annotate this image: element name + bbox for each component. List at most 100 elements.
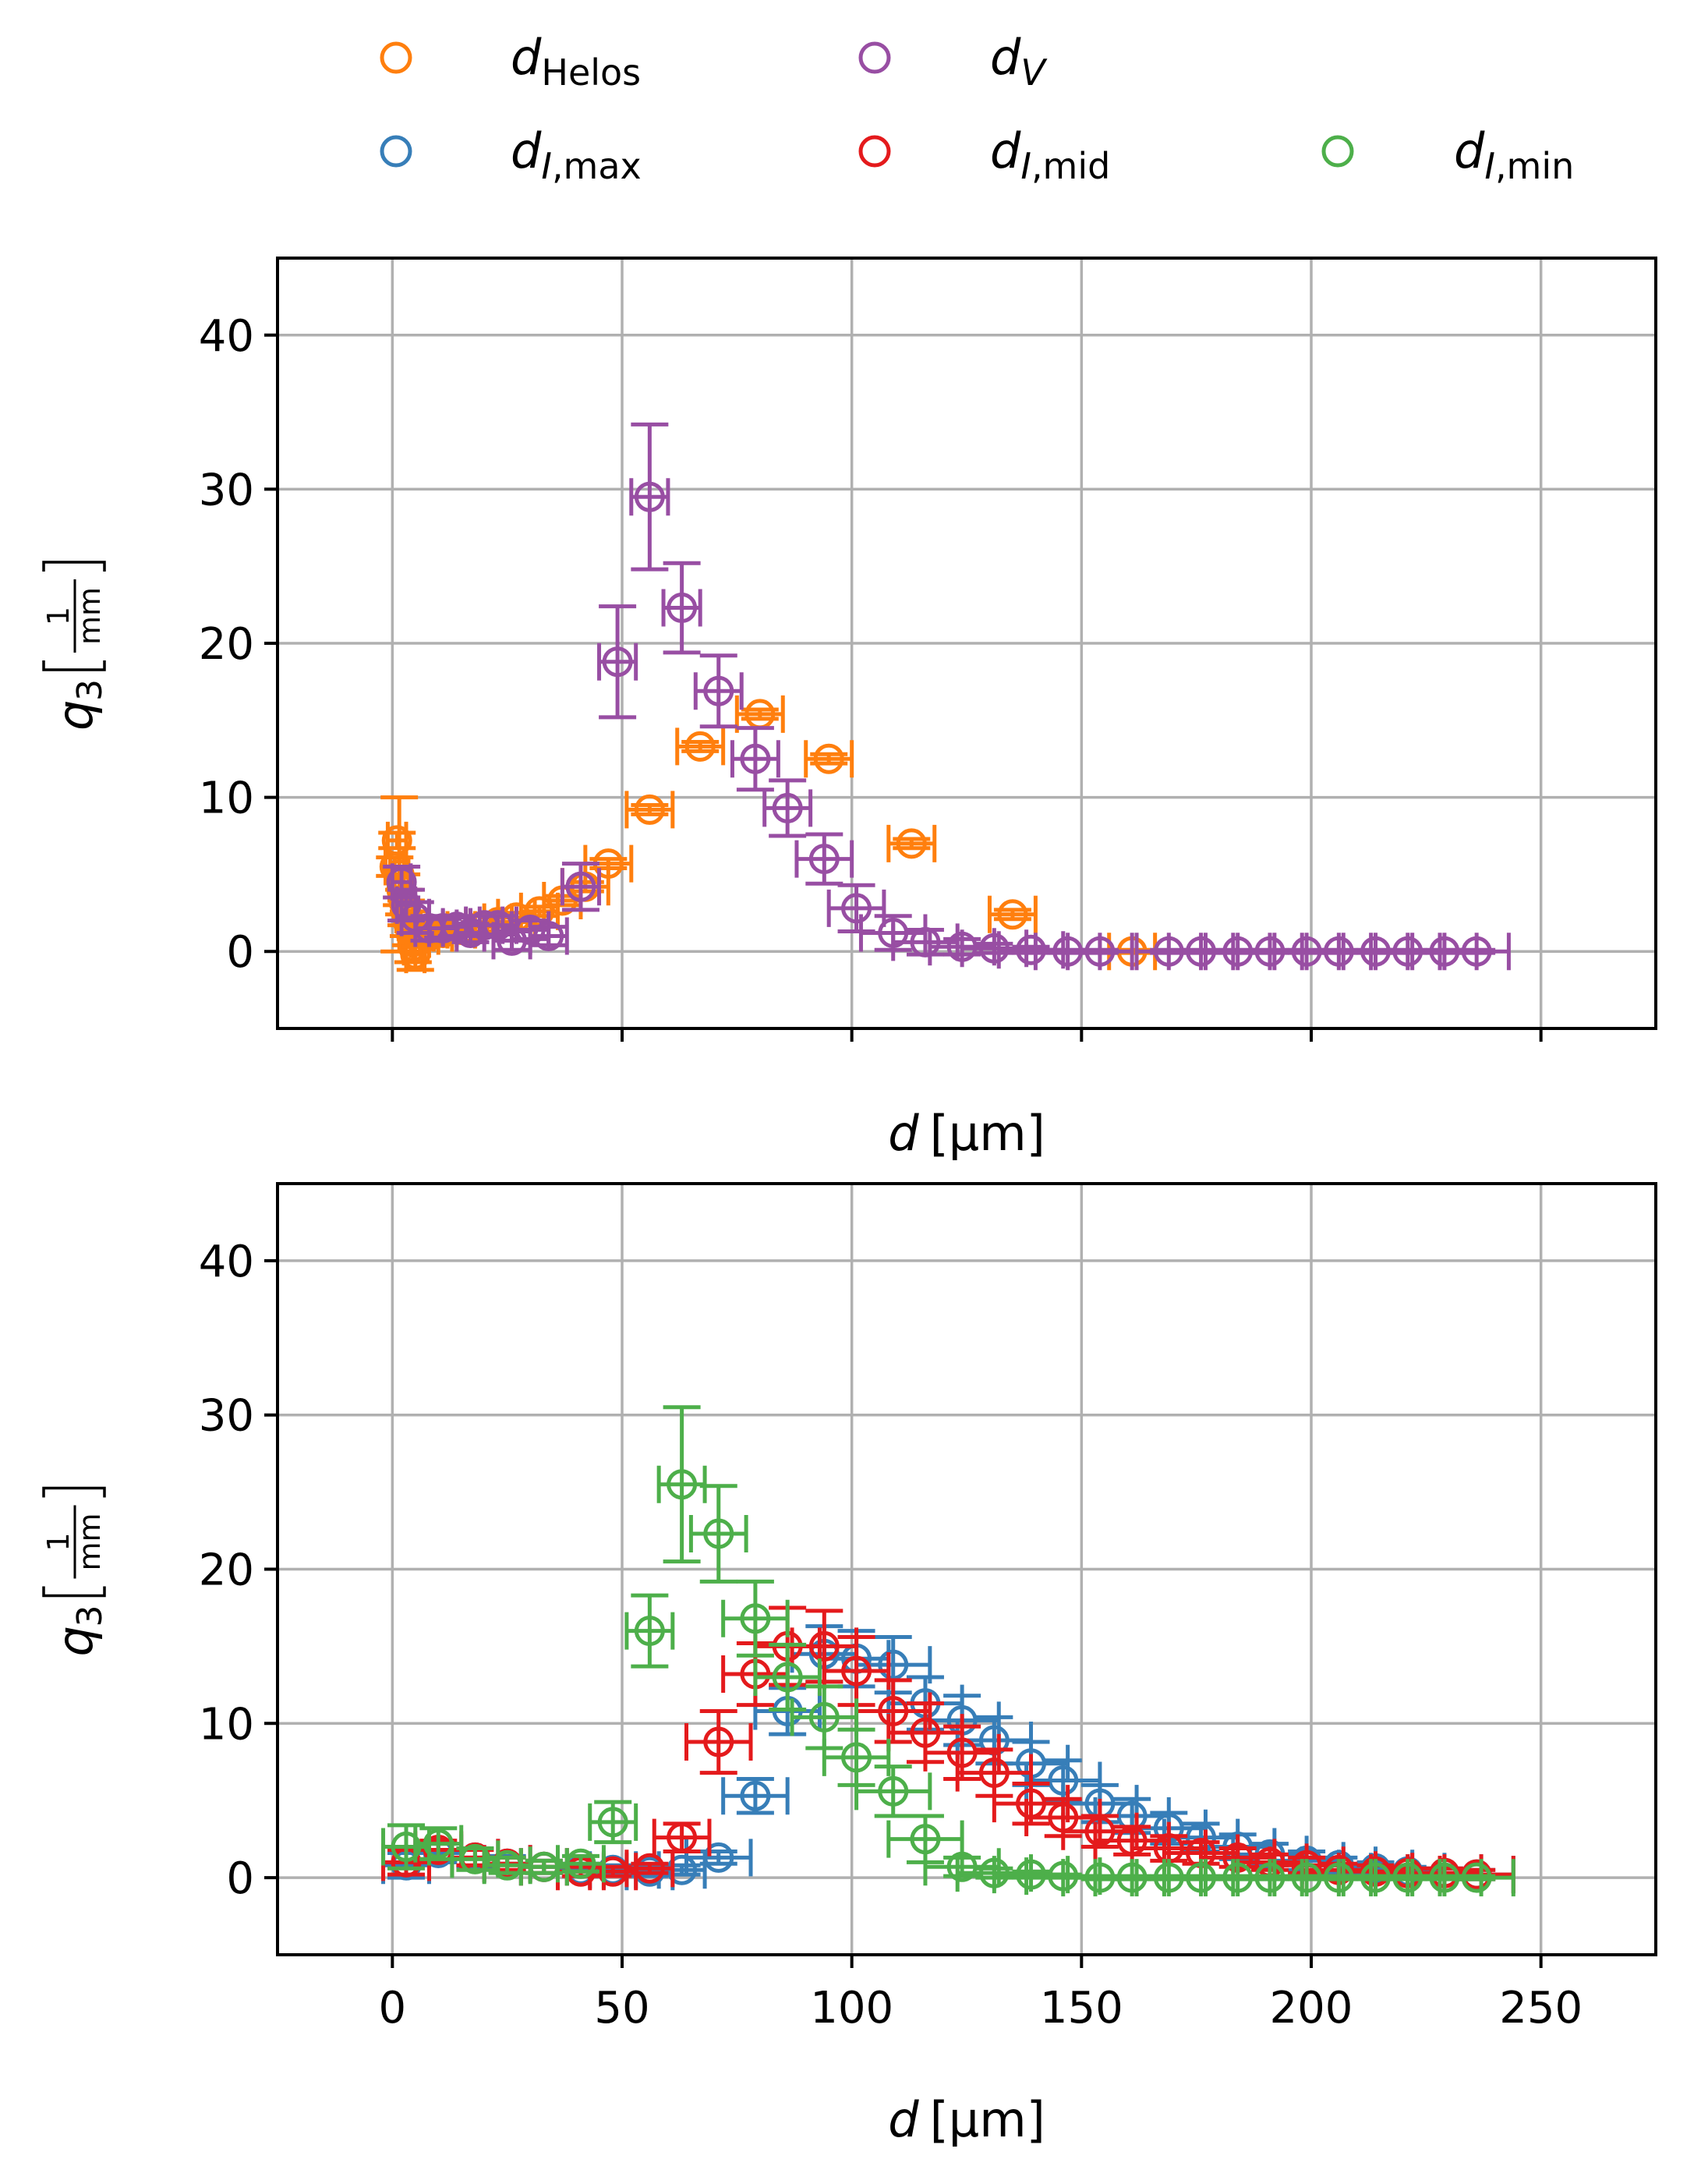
data-point [565,1848,596,1879]
data-point [841,1655,872,1687]
bottom-panel: 0 50 100 150 200 250 0 10 20 30 40 d [µm] q3 1mm [41,1182,1657,2148]
data-point [841,893,872,924]
data-point [667,593,698,624]
data-point [703,1726,734,1757]
data-point [1461,1862,1492,1893]
data-point [634,1616,665,1647]
y-axis-label: q3 1mm [41,1486,110,1657]
data-point [386,866,417,897]
x-tick-label: 0 [379,1983,407,2034]
data-point [878,1775,909,1807]
data-point [391,1832,422,1863]
data-point [740,1780,771,1811]
x-axis-label: d [µm] [888,2091,1045,2148]
y-tick-label: 30 [199,465,254,515]
y-label-bracket-right [42,561,106,572]
y-tick-label: 20 [199,619,254,670]
legend-item-d_Helos: dHelos [380,29,641,94]
data-point [684,731,716,762]
data-point [878,1695,909,1726]
y-label-bracket-right [42,1486,106,1498]
legend-item-d_V: dV [858,29,1048,94]
legend-item-d_I_mid: dI,mid [858,122,1110,187]
series-d_I_min [381,1405,1515,1897]
data-point [597,1807,628,1838]
legend-label: dI,max [511,122,642,187]
y-axis-label: q3 1mm [41,561,110,731]
top-panel: 0 10 20 30 40 d [µm] q3 1mm [41,257,1657,1162]
legend-marker [1321,135,1354,168]
data-point [602,646,633,678]
data-point [634,1853,665,1884]
data-point [946,1737,978,1768]
data-point [878,1649,909,1680]
legend-label: dI,mid [990,122,1110,187]
data-point [946,1851,978,1882]
legend-label: dHelos [511,29,641,94]
error-bar [597,604,638,720]
legend-item-d_I_max: dI,max [380,122,642,187]
y-label-bracket-left [42,1586,106,1598]
data-point [997,899,1028,930]
legend-item-d_I_min: dI,min [1321,122,1574,187]
data-point [565,871,596,902]
y-tick-label: 10 [199,1699,254,1750]
series-d_V [383,422,1511,971]
legend: dHelos dV dI,max dI,mid dI,min [380,29,1574,187]
y-tick-label: 10 [199,773,254,824]
legend-marker [380,41,412,74]
y-tick-label: 0 [226,1853,254,1904]
x-axis-label: d [µm] [888,1105,1045,1162]
error-bar [688,1484,748,1584]
data-point [813,743,844,774]
error-bar [684,1708,753,1775]
error-bar [721,1777,790,1815]
data-point [703,1518,734,1549]
error-bar [854,1765,932,1818]
data-point [667,1822,698,1853]
data-point [808,1701,840,1733]
error-bar [624,1593,675,1669]
legend-label: dI,min [1454,122,1574,187]
y-axis-label-sub: 3 [70,1605,110,1627]
y-label-bracket-left [42,660,106,671]
y-label-fraction-den: mm [72,1513,107,1570]
y-tick-label: 20 [199,1545,254,1596]
data-point [808,844,840,875]
y-tick-label: 30 [199,1391,254,1442]
legend-marker [380,135,412,168]
data-point [841,1742,872,1773]
legend-marker [858,41,891,74]
data-point [1084,936,1116,967]
x-tick-label: 50 [594,1983,649,2034]
data-point [703,1842,734,1873]
error-bar [794,832,854,886]
x-tick-label: 200 [1270,1983,1353,2034]
legend-marker [858,135,891,168]
legend-label: dV [990,29,1048,94]
data-point [703,675,734,706]
x-tick-label: 150 [1040,1983,1123,2034]
data-point [772,792,803,823]
y-label-fraction-num: 1 [41,607,76,625]
error-bar [730,726,780,792]
data-point [740,1603,771,1634]
y-axis-label-main: q [47,700,104,731]
data-point [634,794,665,825]
data-point [896,828,927,859]
error-bar [762,778,813,838]
error-bar [721,1579,790,1658]
y-label-fraction-num: 1 [41,1532,76,1551]
data-point [1084,1816,1116,1847]
y-label-fraction-den: mm [72,587,107,645]
data-point [533,920,564,951]
data-point [740,743,771,774]
data-point [459,1843,490,1874]
error-bar [923,1724,1001,1782]
error-bar [753,1642,822,1711]
data-point [1461,936,1492,967]
x-tick-label: 250 [1499,1983,1583,2034]
error-bar [822,1727,891,1787]
data-point [381,825,412,856]
